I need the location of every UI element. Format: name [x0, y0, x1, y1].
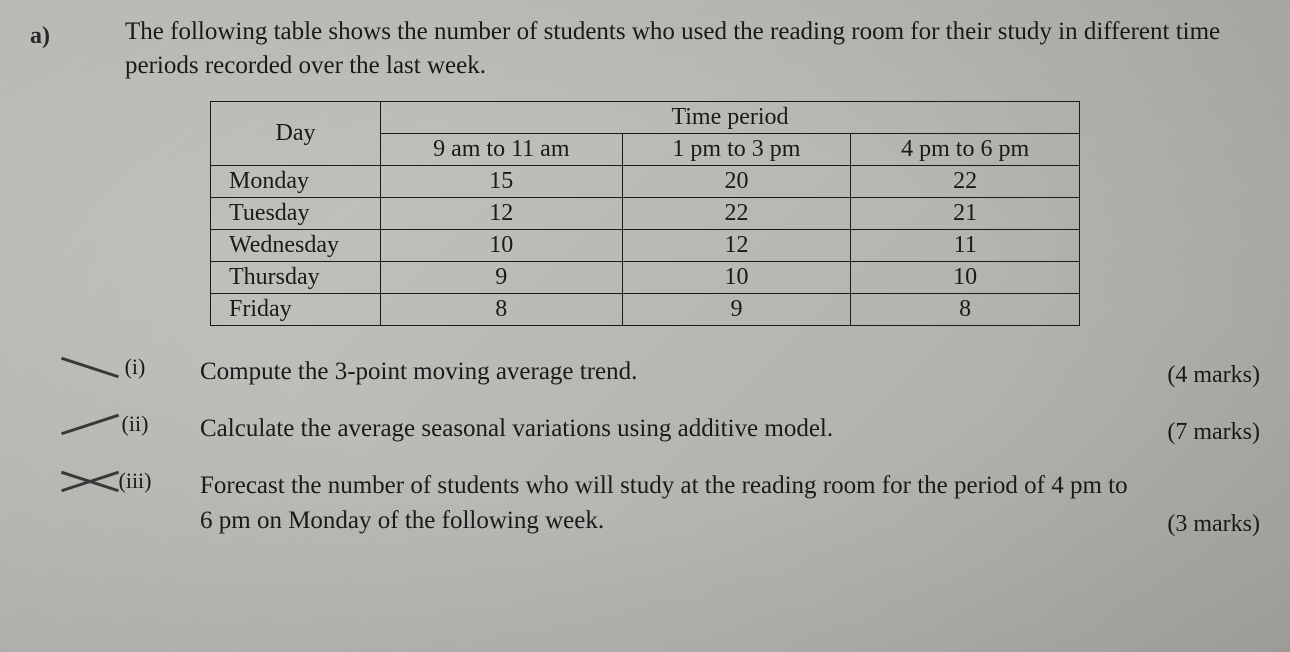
data-cell: 10: [851, 261, 1080, 293]
part-marks-iii: (3 marks): [1147, 511, 1260, 538]
data-table-container: Day Time period 9 am to 11 am 1 pm to 3 …: [210, 101, 1080, 326]
day-cell: Tuesday: [211, 197, 381, 229]
data-cell: 9: [381, 261, 623, 293]
exam-page: a) The following table shows the number …: [20, 15, 1260, 538]
table-header-row-1: Day Time period: [211, 101, 1080, 133]
table-row: Thursday 9 10 10: [211, 261, 1080, 293]
part-label-wrap: (ii): [70, 411, 200, 437]
question-label: a): [30, 23, 50, 50]
strike-mark-icon: [61, 413, 119, 434]
data-table: Day Time period 9 am to 11 am 1 pm to 3 …: [210, 101, 1080, 326]
col-header-1: 1 pm to 3 pm: [622, 133, 851, 165]
part-i: (i) Compute the 3-point moving average t…: [70, 354, 1260, 389]
part-label-wrap: (i): [70, 354, 200, 380]
part-text-iii: Forecast the number of students who will…: [200, 468, 1147, 538]
table-row: Tuesday 12 22 21: [211, 197, 1080, 229]
data-cell: 8: [851, 293, 1080, 325]
col-header-0: 9 am to 11 am: [381, 133, 623, 165]
data-cell: 8: [381, 293, 623, 325]
data-cell: 15: [381, 165, 623, 197]
data-cell: 10: [381, 229, 623, 261]
day-cell: Monday: [211, 165, 381, 197]
data-cell: 20: [622, 165, 851, 197]
data-cell: 22: [622, 197, 851, 229]
part-label-wrap: (iii): [70, 468, 200, 494]
day-cell: Thursday: [211, 261, 381, 293]
part-text-i: Compute the 3-point moving average trend…: [200, 354, 1147, 389]
data-cell: 12: [381, 197, 623, 229]
day-cell: Friday: [211, 293, 381, 325]
data-cell: 9: [622, 293, 851, 325]
col-header-2: 4 pm to 6 pm: [851, 133, 1080, 165]
table-row: Wednesday 10 12 11: [211, 229, 1080, 261]
part-iii: (iii) Forecast the number of students wh…: [70, 468, 1260, 538]
table-row: Monday 15 20 22: [211, 165, 1080, 197]
data-cell: 21: [851, 197, 1080, 229]
intro-text: The following table shows the number of …: [125, 15, 1240, 83]
part-marks-i: (4 marks): [1147, 362, 1260, 389]
data-cell: 10: [622, 261, 851, 293]
day-header: Day: [211, 101, 381, 165]
day-cell: Wednesday: [211, 229, 381, 261]
part-label-ii: (ii): [122, 411, 149, 437]
part-text-ii: Calculate the average seasonal variation…: [200, 411, 1147, 446]
data-cell: 22: [851, 165, 1080, 197]
table-row: Friday 8 9 8: [211, 293, 1080, 325]
part-marks-ii: (7 marks): [1147, 419, 1260, 446]
part-ii: (ii) Calculate the average seasonal vari…: [70, 411, 1260, 446]
question-parts: (i) Compute the 3-point moving average t…: [70, 354, 1260, 538]
data-cell: 11: [851, 229, 1080, 261]
data-cell: 12: [622, 229, 851, 261]
part-label-i: (i): [125, 354, 146, 380]
time-period-header: Time period: [381, 101, 1080, 133]
part-label-iii: (iii): [119, 468, 152, 494]
strike-mark-icon: [61, 356, 119, 377]
